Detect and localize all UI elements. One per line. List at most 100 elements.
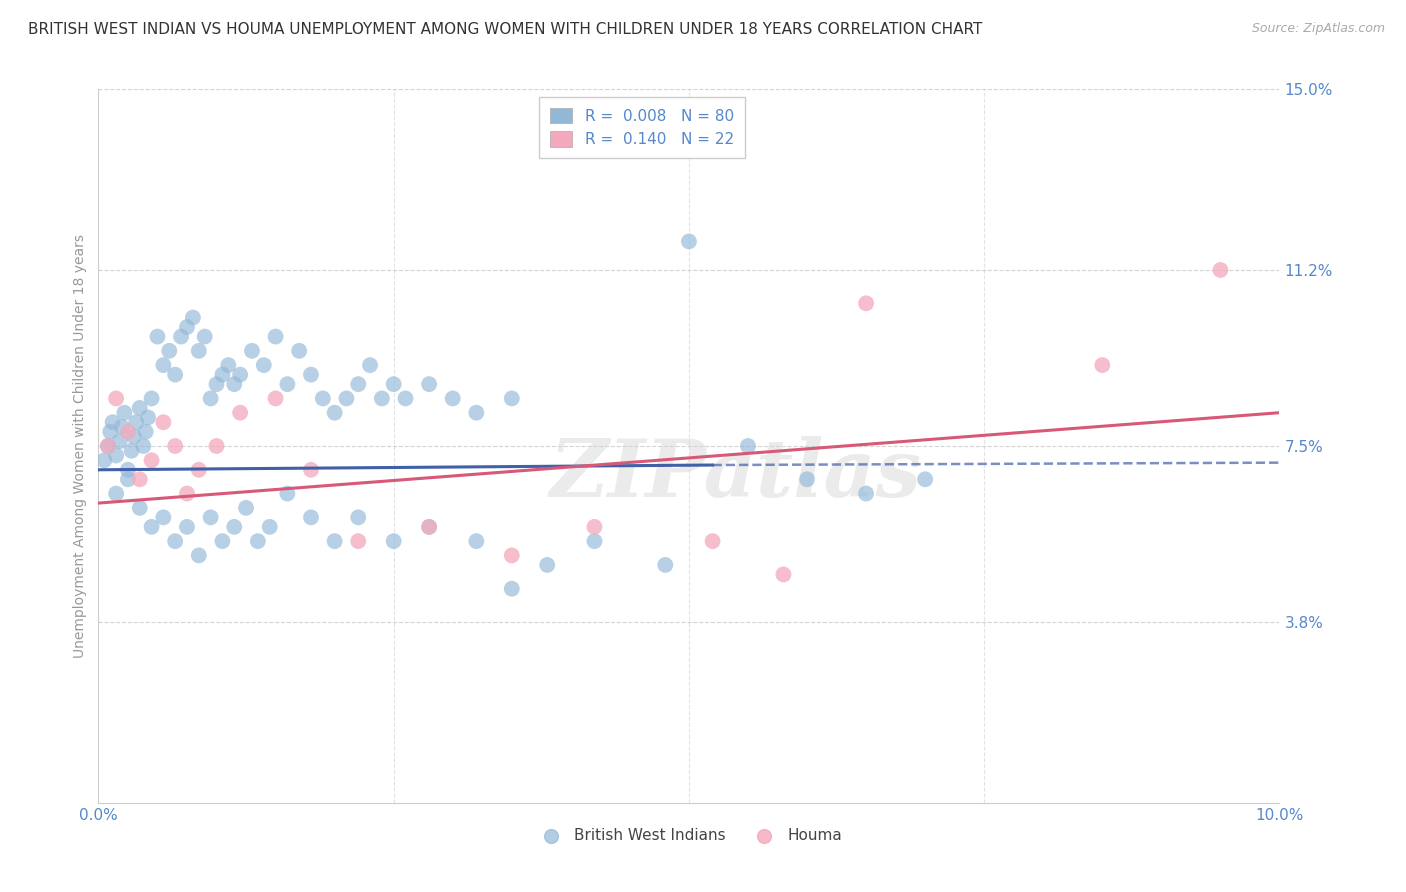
Point bbox=[146, 329, 169, 343]
Point bbox=[1091, 358, 1114, 372]
Point bbox=[105, 486, 128, 500]
Point bbox=[702, 534, 724, 549]
Point bbox=[200, 510, 222, 524]
Point bbox=[122, 429, 145, 443]
Point bbox=[465, 406, 488, 420]
Point bbox=[264, 392, 287, 406]
Point bbox=[141, 453, 163, 467]
Point bbox=[117, 472, 139, 486]
Point bbox=[371, 392, 394, 406]
Point bbox=[914, 472, 936, 486]
Point bbox=[132, 439, 155, 453]
Point bbox=[128, 401, 150, 415]
Point bbox=[796, 472, 818, 486]
Y-axis label: Unemployment Among Women with Children Under 18 years: Unemployment Among Women with Children U… bbox=[73, 234, 87, 658]
Point bbox=[105, 449, 128, 463]
Point bbox=[187, 549, 209, 563]
Point bbox=[276, 377, 298, 392]
Point bbox=[347, 510, 370, 524]
Point bbox=[117, 425, 139, 439]
Text: BRITISH WEST INDIAN VS HOUMA UNEMPLOYMENT AMONG WOMEN WITH CHILDREN UNDER 18 YEA: BRITISH WEST INDIAN VS HOUMA UNEMPLOYMEN… bbox=[28, 22, 983, 37]
Point bbox=[128, 500, 150, 515]
Point bbox=[312, 392, 335, 406]
Point bbox=[772, 567, 794, 582]
Point bbox=[170, 329, 193, 343]
Point bbox=[101, 415, 124, 429]
Point bbox=[224, 520, 246, 534]
Point bbox=[141, 392, 163, 406]
Point bbox=[501, 392, 523, 406]
Point bbox=[240, 343, 263, 358]
Point bbox=[737, 439, 759, 453]
Point bbox=[98, 425, 121, 439]
Point bbox=[152, 415, 174, 429]
Point bbox=[335, 392, 357, 406]
Point bbox=[394, 392, 416, 406]
Point bbox=[165, 439, 187, 453]
Point bbox=[246, 534, 269, 549]
Point bbox=[259, 520, 281, 534]
Point bbox=[288, 343, 311, 358]
Point bbox=[253, 358, 276, 372]
Point bbox=[299, 368, 322, 382]
Point bbox=[235, 500, 257, 515]
Text: ZIPatlas: ZIPatlas bbox=[550, 436, 922, 513]
Point bbox=[176, 320, 198, 334]
Point bbox=[1209, 263, 1232, 277]
Point bbox=[136, 410, 159, 425]
Point bbox=[217, 358, 239, 372]
Point bbox=[181, 310, 204, 325]
Point bbox=[176, 486, 198, 500]
Legend: British West Indians, Houma: British West Indians, Houma bbox=[530, 822, 848, 848]
Point bbox=[229, 406, 252, 420]
Point bbox=[205, 377, 228, 392]
Point bbox=[187, 343, 209, 358]
Point bbox=[678, 235, 700, 249]
Point bbox=[347, 534, 370, 549]
Point bbox=[141, 520, 163, 534]
Point bbox=[187, 463, 209, 477]
Point bbox=[205, 439, 228, 453]
Point bbox=[176, 520, 198, 534]
Point bbox=[855, 486, 877, 500]
Point bbox=[157, 343, 180, 358]
Point bbox=[382, 377, 405, 392]
Point bbox=[583, 520, 606, 534]
Point bbox=[135, 425, 157, 439]
Point bbox=[117, 463, 139, 477]
Point bbox=[121, 443, 143, 458]
Point bbox=[418, 520, 440, 534]
Point bbox=[112, 406, 135, 420]
Point bbox=[323, 406, 346, 420]
Point bbox=[105, 392, 128, 406]
Point bbox=[111, 420, 134, 434]
Point bbox=[108, 434, 131, 449]
Point bbox=[441, 392, 464, 406]
Point bbox=[128, 472, 150, 486]
Point bbox=[465, 534, 488, 549]
Point bbox=[501, 549, 523, 563]
Point bbox=[152, 510, 174, 524]
Point bbox=[323, 534, 346, 549]
Point bbox=[347, 377, 370, 392]
Point bbox=[299, 463, 322, 477]
Point bbox=[211, 534, 233, 549]
Point bbox=[276, 486, 298, 500]
Point bbox=[229, 368, 252, 382]
Point bbox=[583, 534, 606, 549]
Text: Source: ZipAtlas.com: Source: ZipAtlas.com bbox=[1251, 22, 1385, 36]
Point bbox=[501, 582, 523, 596]
Point bbox=[97, 439, 120, 453]
Point bbox=[211, 368, 233, 382]
Point bbox=[152, 358, 174, 372]
Point bbox=[125, 415, 148, 429]
Point bbox=[224, 377, 246, 392]
Point bbox=[299, 510, 322, 524]
Point bbox=[97, 439, 120, 453]
Point bbox=[200, 392, 222, 406]
Point bbox=[264, 329, 287, 343]
Point bbox=[194, 329, 217, 343]
Point bbox=[418, 520, 440, 534]
Point bbox=[418, 377, 440, 392]
Point bbox=[382, 534, 405, 549]
